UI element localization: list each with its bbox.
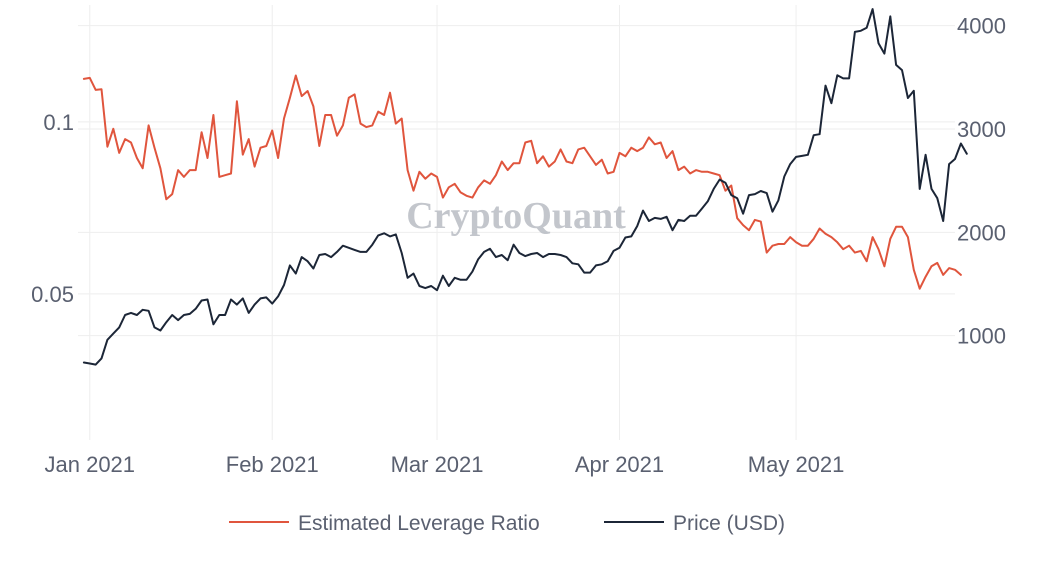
x-tick-label: May 2021 bbox=[748, 452, 845, 477]
legend-label-leverage: Estimated Leverage Ratio bbox=[298, 512, 540, 535]
y-left-tick-label: 0.05 bbox=[31, 282, 74, 307]
x-tick-label: Mar 2021 bbox=[391, 452, 484, 477]
y-right-tick-label: 1000 bbox=[957, 324, 1006, 349]
x-tick-label: Jan 2021 bbox=[45, 452, 136, 477]
legend-item-price[interactable]: Price (USD) bbox=[604, 512, 785, 535]
legend: Estimated Leverage Ratio Price (USD) bbox=[229, 512, 785, 535]
price-line bbox=[82, 8, 968, 366]
y-right-tick-label: 3000 bbox=[957, 117, 1006, 142]
x-tick-label: Feb 2021 bbox=[226, 452, 319, 477]
axis-tick-labels: Jan 2021 Feb 2021 Mar 2021 Apr 2021 May 2021… bbox=[31, 14, 1006, 477]
y-right-tick-label: 4000 bbox=[957, 14, 1006, 39]
watermark-text: CryptoQuant bbox=[406, 195, 626, 237]
y-left-tick-label: 0.1 bbox=[43, 110, 74, 135]
legend-label-price: Price (USD) bbox=[673, 512, 785, 535]
legend-item-leverage[interactable]: Estimated Leverage Ratio bbox=[229, 512, 540, 535]
series-lines bbox=[82, 8, 968, 366]
leverage-ratio-line bbox=[82, 74, 962, 290]
grid-lines bbox=[78, 5, 955, 440]
x-tick-label: Apr 2021 bbox=[575, 452, 664, 477]
y-right-tick-label: 2000 bbox=[957, 220, 1006, 245]
